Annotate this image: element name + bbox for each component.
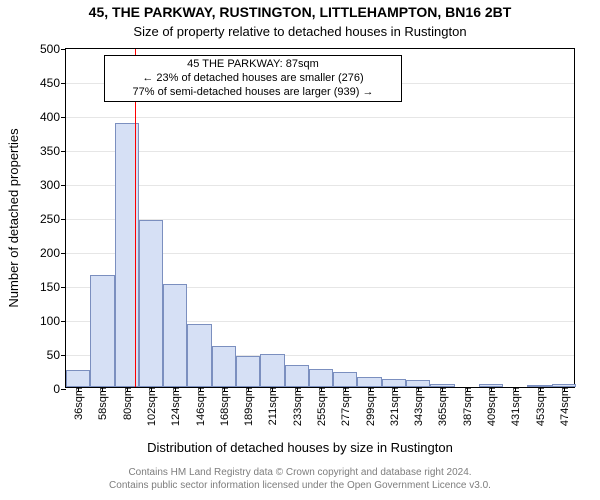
histogram-bar	[357, 377, 381, 387]
chart-title-sub: Size of property relative to detached ho…	[0, 24, 600, 39]
histogram-bar	[285, 365, 309, 387]
annotation-line: 77% of semi-detached houses are larger (…	[111, 86, 395, 100]
gridline	[66, 117, 574, 118]
ytick-label: 50	[47, 348, 66, 362]
ytick-label: 400	[40, 110, 66, 124]
xtick-label: 299sqm	[363, 387, 377, 426]
annotation-line: ← 23% of detached houses are smaller (27…	[111, 72, 395, 86]
ytick-label: 200	[40, 246, 66, 260]
ytick-label: 150	[40, 280, 66, 294]
ytick-label: 300	[40, 178, 66, 192]
xtick-label: 124sqm	[168, 387, 182, 426]
footer-line-2: Contains public sector information licen…	[0, 479, 600, 492]
histogram-bar	[309, 369, 333, 387]
xtick-label: 80sqm	[120, 387, 134, 420]
xtick-label: 474sqm	[557, 387, 571, 426]
xtick-label: 189sqm	[241, 387, 255, 426]
histogram-bar	[139, 220, 163, 387]
annotation-line: 45 THE PARKWAY: 87sqm	[111, 58, 395, 72]
ytick-label: 250	[40, 212, 66, 226]
footer-attribution: Contains HM Land Registry data © Crown c…	[0, 466, 600, 492]
xtick-label: 343sqm	[411, 387, 425, 426]
histogram-bar	[212, 346, 236, 387]
ytick-label: 500	[40, 42, 66, 56]
xtick-label: 277sqm	[338, 387, 352, 426]
chart-title-main: 45, THE PARKWAY, RUSTINGTON, LITTLEHAMPT…	[0, 4, 600, 20]
footer-line-1: Contains HM Land Registry data © Crown c…	[0, 466, 600, 479]
xtick-label: 387sqm	[460, 387, 474, 426]
xtick-label: 146sqm	[193, 387, 207, 426]
gridline	[66, 185, 574, 186]
histogram-bar	[187, 324, 211, 387]
histogram-bar	[236, 356, 260, 387]
histogram-bar	[90, 275, 114, 387]
xtick-label: 431sqm	[508, 387, 522, 426]
xtick-label: 365sqm	[435, 387, 449, 426]
xtick-label: 211sqm	[265, 387, 279, 425]
xtick-label: 168sqm	[217, 387, 231, 426]
ytick-label: 350	[40, 144, 66, 158]
xtick-label: 58sqm	[95, 387, 109, 420]
plot-area: 05010015020025030035040045050036sqm58sqm…	[65, 48, 575, 388]
ytick-label: 0	[53, 382, 66, 396]
xtick-label: 453sqm	[533, 387, 547, 426]
xtick-label: 321sqm	[387, 387, 401, 426]
xtick-label: 409sqm	[484, 387, 498, 426]
chart-stage: 45, THE PARKWAY, RUSTINGTON, LITTLEHAMPT…	[0, 0, 600, 500]
histogram-bar	[333, 372, 357, 387]
histogram-bar	[163, 284, 187, 387]
histogram-bar	[66, 370, 90, 387]
ytick-label: 450	[40, 76, 66, 90]
xtick-label: 255sqm	[314, 387, 328, 426]
histogram-bar	[382, 379, 406, 387]
xtick-label: 36sqm	[71, 387, 85, 420]
xtick-label: 233sqm	[290, 387, 304, 426]
gridline	[66, 151, 574, 152]
x-axis-label: Distribution of detached houses by size …	[0, 440, 600, 455]
ytick-label: 100	[40, 314, 66, 328]
histogram-bar	[260, 354, 284, 387]
histogram-bar	[406, 380, 430, 387]
y-axis-label: Number of detached properties	[6, 128, 21, 307]
annotation-box: 45 THE PARKWAY: 87sqm← 23% of detached h…	[104, 55, 402, 102]
xtick-label: 102sqm	[144, 387, 158, 426]
